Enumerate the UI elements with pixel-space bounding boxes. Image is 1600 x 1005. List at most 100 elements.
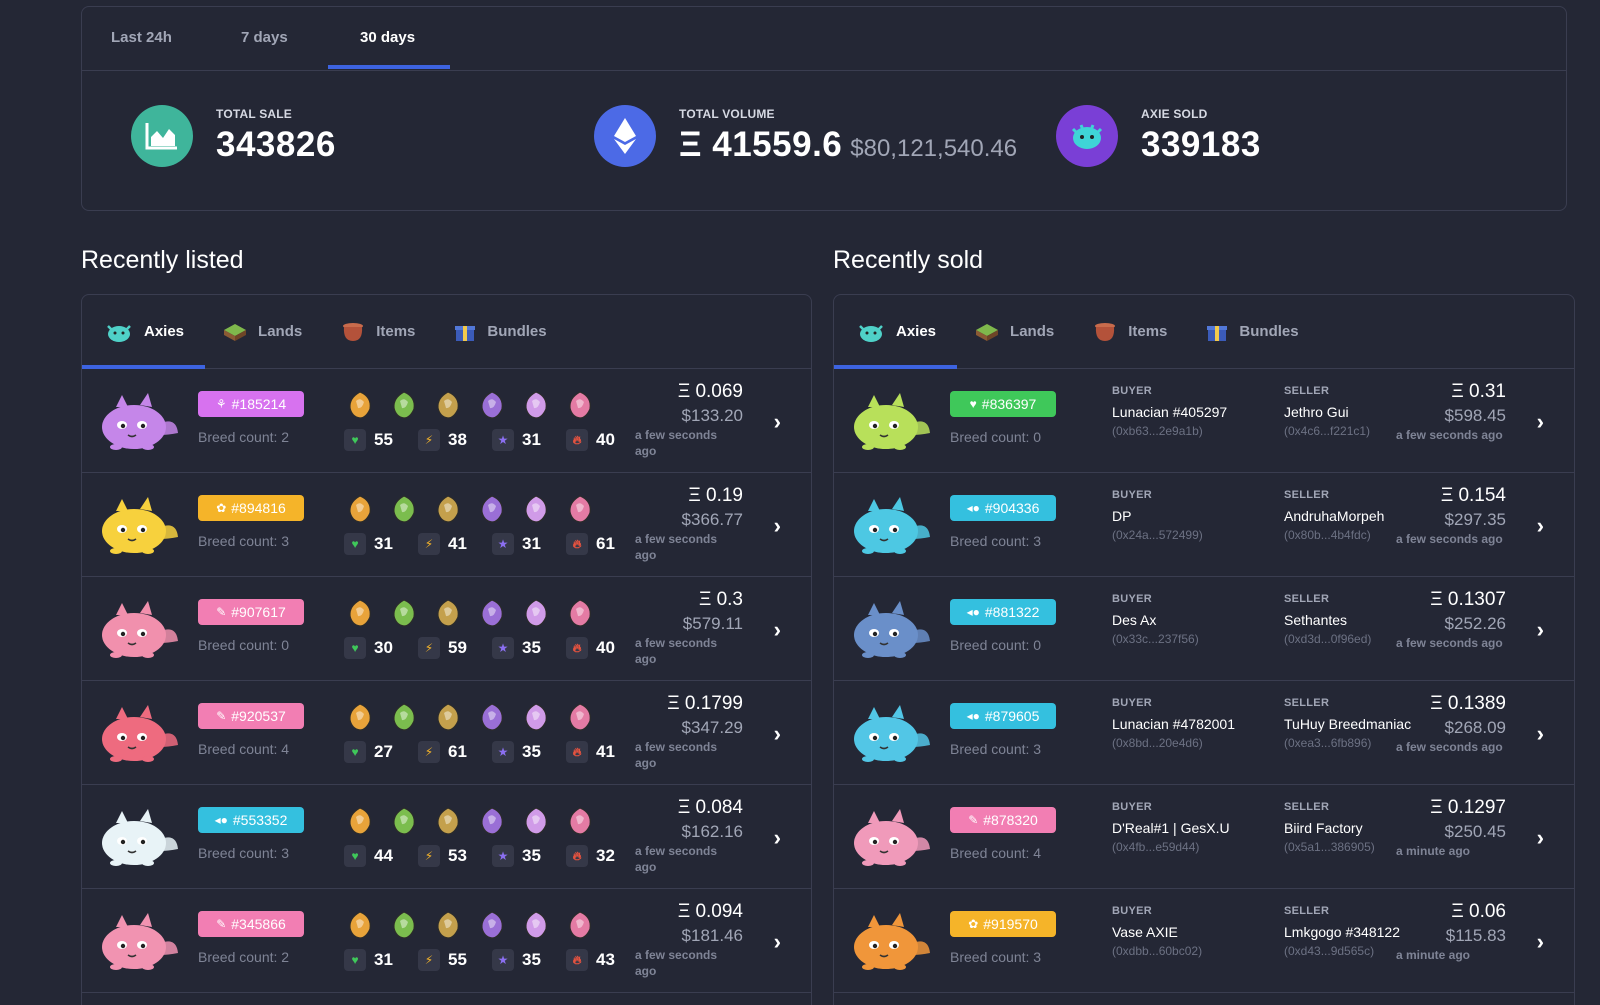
- morale-value: 40: [596, 638, 615, 657]
- speed-value: 61: [448, 742, 467, 761]
- seller-name[interactable]: Biird Factory: [1284, 820, 1363, 836]
- chevron-right-icon[interactable]: ›: [773, 617, 781, 642]
- speed-value: 55: [448, 950, 467, 969]
- chevron-right-icon[interactable]: ›: [1536, 409, 1544, 434]
- seller-name[interactable]: Jethro Gui: [1284, 404, 1349, 420]
- buyer: BUYER D'Real#1 | GesX.U (0x4fb...e59d44): [1112, 801, 1230, 854]
- chevron-right-icon[interactable]: ›: [1536, 929, 1544, 954]
- tab-lands[interactable]: Lands: [222, 321, 302, 343]
- chevron-right-icon[interactable]: ›: [1536, 825, 1544, 850]
- class-icon: ✎: [216, 709, 227, 723]
- listed-row[interactable]: ◂● #553352 Breed count: 3 ♥ 44 ⚡ 53 ★ 35 🔥︎ 32 Ξ 0.…: [82, 785, 811, 889]
- buyer: BUYER Des Ax (0x33c...237f56): [1112, 593, 1199, 646]
- chevron-right-icon[interactable]: ›: [1536, 617, 1544, 642]
- sold-row[interactable]: ◂● #879605 Breed count: 3 BUYER Lunacian #47…: [834, 681, 1574, 785]
- listed-row[interactable]: ✎ #907617 Breed count: 0 ♥ 30 ⚡ 59 ★ 35 🔥︎ 40 Ξ 0.3…: [82, 577, 811, 681]
- buyer-address: (0xdbb...60bc02): [1112, 944, 1203, 958]
- stat-speed: ⚡ 59: [418, 637, 492, 659]
- sold-row[interactable]: ✎ #878320 Breed count: 4 BUYER D'Real#1 | Ge…: [834, 785, 1574, 889]
- seller-name[interactable]: AndruhaMorpeh: [1284, 508, 1385, 524]
- body-part-icon: [481, 599, 503, 627]
- listed-row[interactable]: ✎ #920537 Breed count: 4 ♥ 27 ⚡ 61 ★ 35 🔥︎ 41 Ξ 0.1…: [82, 681, 811, 785]
- tab-last-24h[interactable]: Last 24h: [111, 29, 172, 46]
- tab-bundles[interactable]: Bundles: [453, 321, 547, 343]
- stat-health: ♥ 31: [344, 949, 418, 971]
- flame-icon: 🔥︎: [566, 845, 588, 867]
- buyer-name[interactable]: DP: [1112, 508, 1132, 524]
- tab-bundles[interactable]: Bundles: [1205, 321, 1299, 343]
- health-value: 31: [374, 534, 393, 553]
- heart-icon: ♥: [344, 845, 366, 867]
- seller-name[interactable]: Sethantes: [1284, 612, 1348, 628]
- body-part-icon: [569, 599, 591, 627]
- sold-row[interactable]: ♥ #836397 Breed count: 0 BUYER Lunacian #405…: [834, 369, 1574, 473]
- body-part-icon: [437, 911, 459, 939]
- tab-items[interactable]: Items: [1092, 321, 1167, 343]
- chevron-right-icon[interactable]: ›: [773, 929, 781, 954]
- body-parts: [344, 805, 608, 837]
- chevron-right-icon[interactable]: ›: [773, 513, 781, 538]
- tab-30-days[interactable]: 30 days: [360, 29, 416, 46]
- body-part-icon: [481, 703, 503, 731]
- health-value: 30: [374, 638, 393, 657]
- breed-count: Breed count: 0: [198, 637, 290, 653]
- body-part-icon: [349, 911, 371, 939]
- buyer-name[interactable]: Lunacian #405297: [1112, 404, 1228, 420]
- seller: SELLER Jethro Gui (0x4c6...f221c1): [1284, 385, 1370, 438]
- buyer-name[interactable]: Lunacian #4782001: [1112, 716, 1236, 732]
- class-icon: ⚘: [215, 397, 227, 411]
- sold-row[interactable]: ✿ #919570 Breed count: 3 BUYER Vase AXIE (0xd…: [834, 889, 1574, 993]
- price: Ξ 0.084 $162.16: [678, 797, 743, 842]
- class-icon: ◂●: [966, 709, 980, 723]
- axie-id: #553352: [232, 812, 288, 828]
- sold-row[interactable]: ◂● #904336 Breed count: 3 BUYER DP (0x24a...5…: [834, 473, 1574, 577]
- body-part-icon: [481, 807, 503, 835]
- price-usd: $252.26: [1444, 614, 1506, 633]
- seller-name[interactable]: TuHuy Breedmaniac: [1284, 716, 1412, 732]
- chevron-right-icon[interactable]: ›: [773, 721, 781, 746]
- chevron-right-icon[interactable]: ›: [773, 825, 781, 850]
- price: Ξ 0.19 $366.77: [682, 485, 743, 530]
- stat-skill: ★ 35: [492, 741, 566, 763]
- chevron-right-icon[interactable]: ›: [1536, 513, 1544, 538]
- tab-axies[interactable]: Axies: [104, 321, 184, 343]
- flame-icon: 🔥︎: [566, 637, 588, 659]
- buyer-address: (0xb63...2e9a1b): [1112, 424, 1203, 438]
- axie-id: #879605: [984, 708, 1040, 724]
- axie-stats: ♥ 31 ⚡ 41 ★ 31 🔥︎ 61: [344, 533, 640, 555]
- body-parts: [344, 701, 608, 733]
- axie-sold-value: 339183: [1141, 125, 1261, 164]
- tab-items-label: Items: [376, 323, 416, 340]
- price: Ξ 0.1799 $347.29: [667, 693, 743, 738]
- listed-time: a few seconds ago: [635, 428, 718, 458]
- listed-row[interactable]: ⚘ #185214 Breed count: 2 ♥ 55 ⚡ 38 ★ 31 🔥︎ 40 Ξ 0.0…: [82, 369, 811, 473]
- listed-row[interactable]: ✎ #345866 Breed count: 2 ♥ 31 ⚡ 55 ★ 35 🔥︎ 43 Ξ 0.0…: [82, 889, 811, 993]
- body-part-icon: [349, 703, 371, 731]
- tab-axies[interactable]: Axies: [856, 321, 936, 343]
- skill-value: 35: [522, 638, 541, 657]
- axie-id-badge: ◂● #879605: [950, 703, 1056, 729]
- tab-items[interactable]: Items: [340, 321, 415, 343]
- buyer: BUYER Lunacian #405297 (0xb63...2e9a1b): [1112, 385, 1227, 438]
- speed-value: 38: [448, 430, 467, 449]
- seller-name[interactable]: Lmkgogo #348122: [1284, 924, 1400, 940]
- buyer-name[interactable]: Des Ax: [1112, 612, 1157, 628]
- chevron-right-icon[interactable]: ›: [1536, 721, 1544, 746]
- stat-speed: ⚡ 55: [418, 949, 492, 971]
- chevron-right-icon[interactable]: ›: [773, 409, 781, 434]
- buyer-label: BUYER: [1112, 385, 1153, 397]
- price-eth: Ξ 0.084: [677, 797, 743, 818]
- total-volume-label: TOTAL VOLUME: [679, 107, 775, 121]
- body-part-icon: [481, 391, 503, 419]
- axie-image: [102, 705, 178, 762]
- tab-lands[interactable]: Lands: [974, 321, 1054, 343]
- sold-category-tabs: Axies Lands Items Bundles: [834, 295, 1574, 369]
- star-icon: ★: [492, 949, 514, 971]
- sold-row[interactable]: ◂● #881322 Breed count: 0 BUYER Des Ax (0x33c…: [834, 577, 1574, 681]
- tab-7-days[interactable]: 7 days: [241, 29, 288, 46]
- buyer-name[interactable]: D'Real#1 | GesX.U: [1112, 820, 1230, 836]
- price-eth: Ξ 0.06: [1451, 901, 1506, 922]
- listed-row[interactable]: ✿ #894816 Breed count: 3 ♥ 31 ⚡ 41 ★ 31 🔥︎ 61 Ξ 0.1…: [82, 473, 811, 577]
- axie-image: [854, 705, 930, 762]
- buyer-name[interactable]: Vase AXIE: [1112, 924, 1178, 940]
